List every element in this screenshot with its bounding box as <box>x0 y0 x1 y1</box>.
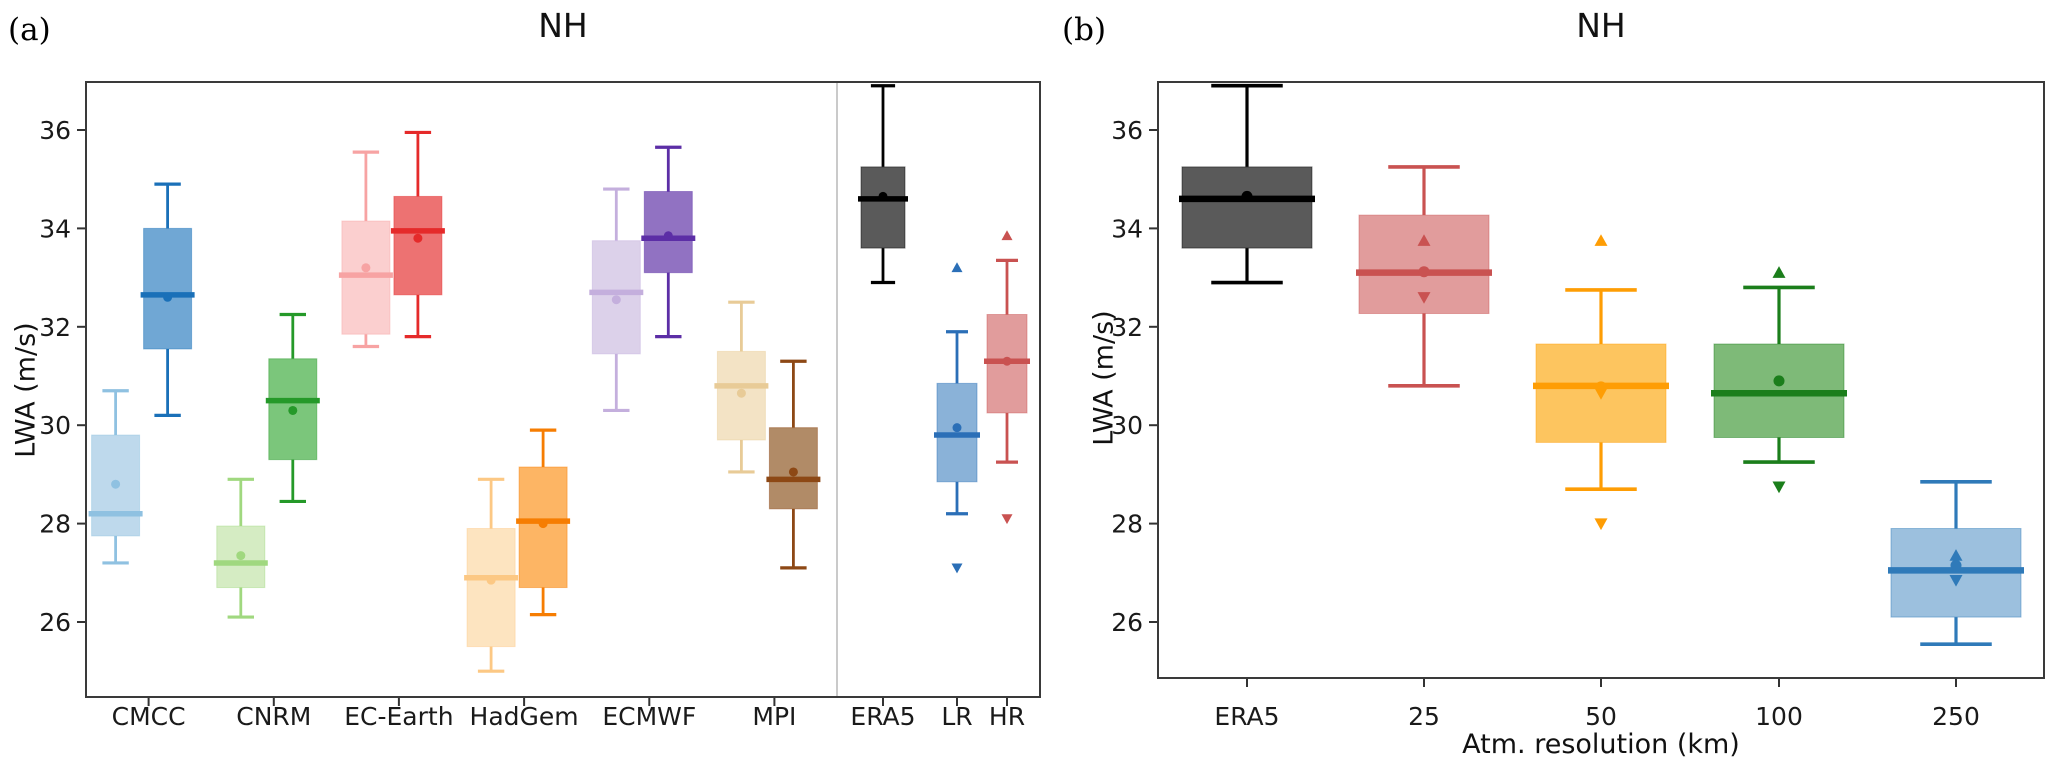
x-tick-label: CMCC <box>112 702 186 731</box>
triangle-up-marker <box>1001 230 1013 241</box>
panel-a-title: NH <box>538 6 588 45</box>
panel-a: 26 28 30 32 34 36 CMCC CNRM EC-Earth HadGem ECMWF M… <box>39 81 1041 731</box>
box-HR <box>984 230 1030 525</box>
mean-marker <box>878 191 888 201</box>
y-tick-label: 34 <box>1111 214 1143 243</box>
x-tick-label: 25 <box>1408 702 1440 731</box>
box-EC-Earth-HR <box>390 130 445 339</box>
mean-marker <box>413 233 423 243</box>
triangle-down-marker <box>1949 574 1963 587</box>
triangle-down-marker <box>951 563 963 574</box>
x-tick-label: CNRM <box>236 702 311 731</box>
x-tick-label: ERA5 <box>1214 702 1279 731</box>
panel-a-letter: (a) <box>8 12 51 48</box>
panel-b-title: NH <box>1576 6 1626 45</box>
panel-b: 26 28 30 32 34 36 ERA5 25 50 100 250 <box>1111 81 2045 731</box>
triangle-up-marker <box>951 262 963 273</box>
triangle-down-marker <box>1594 518 1608 531</box>
mean-marker <box>663 231 673 241</box>
mean-marker <box>361 263 371 273</box>
iqr-box <box>643 191 693 274</box>
y-tick-label: 32 <box>39 313 71 342</box>
y-tick-label: 26 <box>39 608 71 637</box>
box-CNRM-HR <box>265 312 320 504</box>
x-tick-label: MPI <box>752 702 796 731</box>
box-25 <box>1356 165 1492 388</box>
mean-marker <box>952 423 962 433</box>
y-tick-label: 34 <box>39 214 71 243</box>
box-HadGem-LR <box>464 477 519 673</box>
iqr-box <box>716 350 766 441</box>
box-MPI-LR <box>714 300 769 474</box>
box-100 <box>1711 266 1847 494</box>
mean-marker <box>288 405 298 415</box>
mean-marker <box>788 467 798 477</box>
panel-a-ylabel: LWA (m/s) <box>10 322 42 458</box>
triangle-up-marker <box>1594 234 1608 246</box>
box-MPI-HR <box>766 359 821 570</box>
iqr-box <box>466 528 516 648</box>
x-tick-label: HadGem <box>470 702 579 731</box>
panel-b-letter: (b) <box>1062 12 1107 48</box>
mean-marker <box>1241 190 1253 202</box>
y-tick-label: 28 <box>39 510 71 539</box>
mean-marker <box>611 295 621 305</box>
x-tick-label: 250 <box>1932 702 1980 731</box>
x-tick-label: 50 <box>1585 702 1617 731</box>
x-tick-label: LR <box>941 702 972 731</box>
plot-frame <box>1157 81 2045 679</box>
triangle-up-marker <box>1417 234 1431 246</box>
x-tick-label: ERA5 <box>850 702 915 731</box>
box-EC-Earth-LR <box>338 150 393 349</box>
y-tick-label: 26 <box>1111 608 1143 637</box>
y-tick-label: 30 <box>39 411 71 440</box>
y-tick-label: 36 <box>1111 116 1143 145</box>
y-tick-label: 32 <box>1111 313 1143 342</box>
triangle-down-marker <box>1417 292 1431 304</box>
y-tick-label: 28 <box>1111 510 1143 539</box>
mean-marker <box>1418 266 1430 278</box>
box-ERA5 <box>1179 83 1315 285</box>
iqr-box <box>143 227 193 350</box>
box-ECMWF-LR <box>589 187 644 413</box>
mean-marker <box>1950 559 1962 571</box>
iqr-box <box>768 427 818 510</box>
box-50 <box>1533 234 1669 531</box>
x-tick-label: 100 <box>1755 702 1803 731</box>
triangle-down-marker <box>1594 388 1608 400</box>
mean-marker <box>1773 375 1785 387</box>
box-HadGem-HR <box>516 428 571 617</box>
box-250 <box>1888 479 2024 646</box>
mean-marker <box>236 551 246 561</box>
mean-marker <box>538 519 548 529</box>
panel-b-xlabel: Atm. resolution (km) <box>1462 729 1740 760</box>
triangle-down-marker <box>1772 481 1786 494</box>
mean-marker <box>111 479 121 489</box>
plot-frame <box>85 81 1041 698</box>
x-tick-label: EC-Earth <box>344 702 453 731</box>
mean-marker <box>163 292 173 302</box>
iqr-box <box>860 166 906 249</box>
y-tick-label: 30 <box>1111 411 1143 440</box>
box-CNRM-LR <box>213 477 268 619</box>
iqr-box <box>1181 166 1313 249</box>
box-CMCC-LR <box>88 389 143 565</box>
box-ECMWF-HR <box>641 145 696 339</box>
box-ERA5 <box>858 84 908 285</box>
x-tick-label: ECMWF <box>602 702 696 731</box>
iqr-box <box>393 195 443 296</box>
mean-marker <box>1002 356 1012 366</box>
x-tick-label: HR <box>989 702 1025 731</box>
box-CMCC-HR <box>140 182 195 417</box>
triangle-up-marker <box>1772 266 1786 278</box>
y-tick-label: 36 <box>39 116 71 145</box>
triangle-up-marker <box>1949 549 1963 561</box>
panel-b-ylabel: LWA (m/s) <box>1088 310 1120 446</box>
mean-marker <box>486 575 496 585</box>
triangle-down-marker <box>1001 514 1013 525</box>
box-LR <box>934 262 980 574</box>
mean-marker <box>736 388 746 398</box>
